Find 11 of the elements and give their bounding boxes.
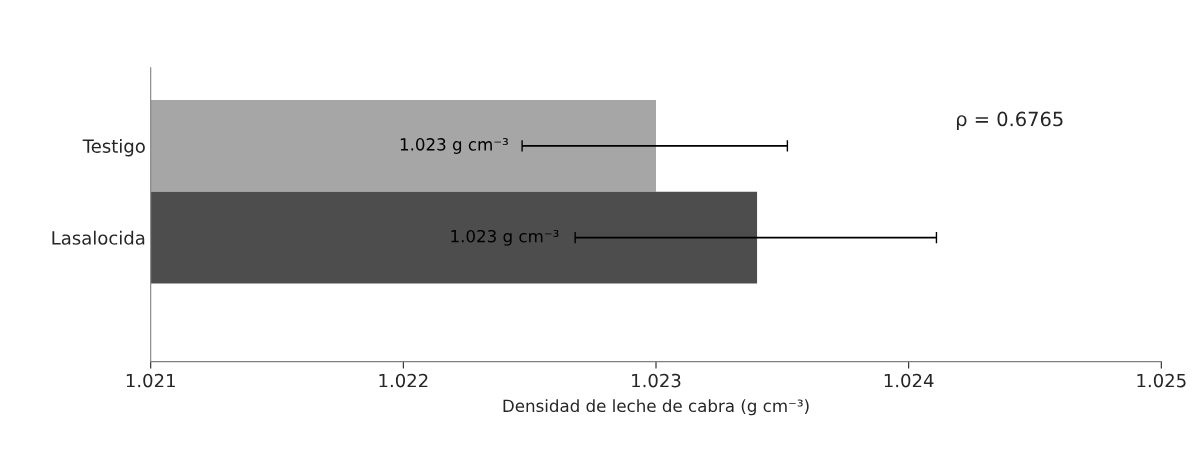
annotation: ρ = 0.6765: [956, 111, 1063, 131]
x-tick-label: 1.024: [884, 373, 934, 388]
x-tick-label: 1.025: [1137, 373, 1186, 388]
x-axis-title: Densidad de leche de cabra (g cm⁻³): [503, 399, 809, 416]
y-tick-label: Testigo: [82, 138, 145, 157]
x-tick-label: 1.023: [632, 373, 681, 388]
data-label: 1.023 g cm⁻³: [400, 138, 508, 154]
data-label: 1.023 g cm⁻³: [451, 229, 559, 246]
x-tick-label: 1.021: [126, 373, 175, 388]
x-tick-label: 1.022: [379, 373, 428, 388]
y-tick-label: Lasalocida: [52, 230, 145, 245]
